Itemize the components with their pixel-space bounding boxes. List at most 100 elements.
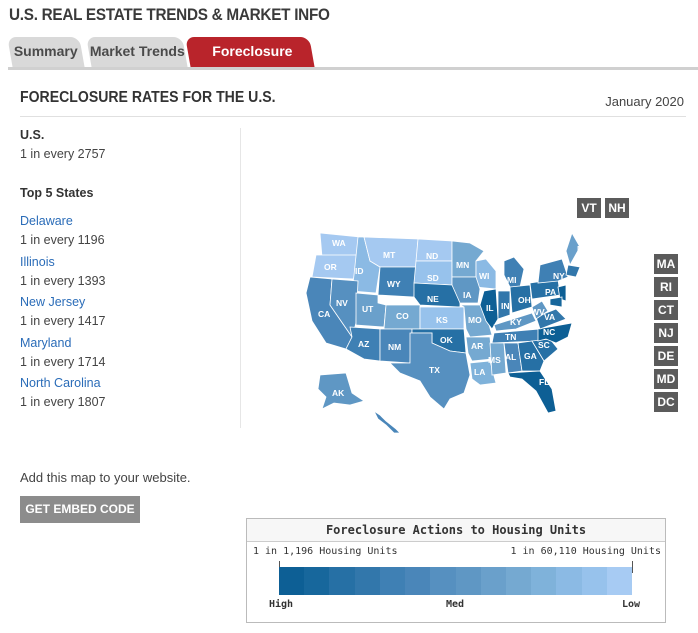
state-button-dc[interactable]: DC (654, 392, 678, 412)
map-label-nc: NC (543, 327, 555, 337)
tab-summary[interactable]: Summary (7, 37, 85, 68)
divider (20, 116, 686, 117)
state-in[interactable] (497, 290, 511, 320)
state-tx[interactable] (389, 332, 471, 410)
legend-swatch (480, 567, 506, 595)
state-la[interactable] (469, 360, 497, 386)
state-ar[interactable] (465, 336, 493, 362)
state-button-nh[interactable]: NH (605, 198, 629, 218)
state-hi[interactable] (372, 409, 401, 434)
state-ga[interactable] (517, 340, 545, 372)
state-il[interactable] (479, 288, 499, 330)
legend-swatch (606, 567, 633, 595)
map-label-mi: MI (507, 275, 516, 285)
state-wv[interactable] (531, 300, 549, 320)
us-rate: 1 in every 2757 (20, 147, 106, 161)
state-link-maryland[interactable]: Maryland (20, 336, 72, 350)
state-rate: 1 in every 1393 (20, 274, 106, 288)
legend-swatch (304, 567, 330, 595)
state-ky[interactable] (493, 312, 537, 332)
state-nc[interactable] (537, 322, 573, 344)
map-label-ut: UT (362, 304, 374, 314)
map-label-oh: OH (518, 295, 531, 305)
legend-swatch (556, 567, 582, 595)
state-button-ct[interactable]: CT (654, 300, 678, 320)
state-ms[interactable] (489, 342, 507, 376)
legend-swatch (531, 567, 557, 595)
tab-foreclosure-trends[interactable]: Foreclosure Trends (185, 37, 315, 88)
tab-market-trends[interactable]: Market Trends (86, 37, 188, 68)
legend-low: Low (622, 599, 641, 610)
map-label-la: LA (474, 367, 485, 377)
top-states-heading: Top 5 States (20, 186, 94, 200)
state-link-delaware[interactable]: Delaware (20, 214, 73, 228)
legend-swatch (379, 567, 406, 595)
state-link-north-carolina[interactable]: North Carolina (20, 376, 101, 390)
map-label-nm: NM (388, 342, 401, 352)
legend-color-scale (279, 567, 633, 595)
map-label-ms: MS (488, 355, 501, 365)
state-rate: 1 in every 1196 (20, 233, 105, 247)
legend-swatch (430, 567, 456, 595)
map-label-sc: SC (538, 340, 550, 350)
legend-title: Foreclosure Actions to Housing Units (247, 519, 665, 542)
map-label-nv: NV (336, 298, 348, 308)
map-label-ia: IA (463, 290, 472, 300)
map-label-mn: MN (456, 260, 469, 270)
report-date: January 2020 (605, 94, 684, 109)
map-label-tx: TX (429, 365, 440, 375)
legend-swatch (455, 567, 481, 595)
map-label-az: AZ (358, 339, 369, 349)
page-title: U.S. REAL ESTATE TRENDS & MARKET INFO (9, 5, 330, 24)
map-label-mt: MT (383, 250, 396, 260)
state-rate: 1 in every 1714 (20, 355, 106, 369)
state-button-ma[interactable]: MA (654, 254, 678, 274)
state-link-new-jersey[interactable]: New Jersey (20, 295, 86, 309)
state-button-md[interactable]: MD (654, 369, 678, 389)
us-label: U.S. (20, 128, 45, 142)
map-label-nd: ND (426, 251, 438, 261)
legend-med: Med (446, 599, 465, 610)
map-label-wy: WY (387, 279, 401, 289)
map-label-sd: SD (427, 273, 439, 283)
state-ne-region[interactable] (565, 264, 580, 278)
us-foreclosure-map[interactable]: WA OR ID MT WY ND SD MN WI MI NY ME CA N… (300, 225, 580, 435)
map-label-ca: CA (318, 309, 330, 319)
map-label-ar: AR (471, 341, 483, 351)
state-button-ri[interactable]: RI (654, 277, 678, 297)
map-label-in: IN (501, 301, 510, 311)
map-label-ny: NY (553, 271, 565, 281)
state-fl[interactable] (507, 370, 557, 414)
map-label-tn: TN (505, 332, 516, 342)
get-embed-code-button[interactable]: GET EMBED CODE (20, 496, 140, 523)
state-link-illinois[interactable]: Illinois (20, 255, 55, 269)
map-label-id: ID (355, 266, 364, 276)
map-legend: Foreclosure Actions to Housing Units 1 i… (246, 518, 666, 623)
tab-underline (8, 67, 698, 70)
map-label-me: ME (577, 244, 580, 254)
state-ny[interactable] (537, 258, 569, 284)
state-ak[interactable] (317, 372, 365, 410)
map-label-pa: PA (545, 287, 556, 297)
map-label-ks: KS (436, 315, 448, 325)
vertical-divider (240, 128, 241, 428)
state-ia[interactable] (451, 276, 481, 304)
map-label-ky: KY (510, 317, 522, 327)
map-label-fl: FL (539, 377, 549, 387)
legend-high-label: 1 in 1,196 Housing Units (253, 546, 398, 557)
map-label-mo: MO (468, 315, 482, 325)
map-label-wv: WV (531, 307, 545, 317)
map-label-il: IL (486, 303, 494, 313)
legend-swatch (405, 567, 431, 595)
map-label-wa: WA (332, 238, 346, 248)
map-label-ak: AK (332, 388, 345, 398)
map-label-ok: OK (440, 335, 454, 345)
legend-swatch (354, 567, 380, 595)
state-button-de[interactable]: DE (654, 346, 678, 366)
tab-summary-label: Summary (13, 43, 78, 59)
state-md[interactable] (549, 296, 563, 308)
legend-swatch (279, 567, 305, 595)
legend-swatch (505, 567, 532, 595)
state-button-vt[interactable]: VT (577, 198, 601, 218)
state-button-nj[interactable]: NJ (654, 323, 678, 343)
